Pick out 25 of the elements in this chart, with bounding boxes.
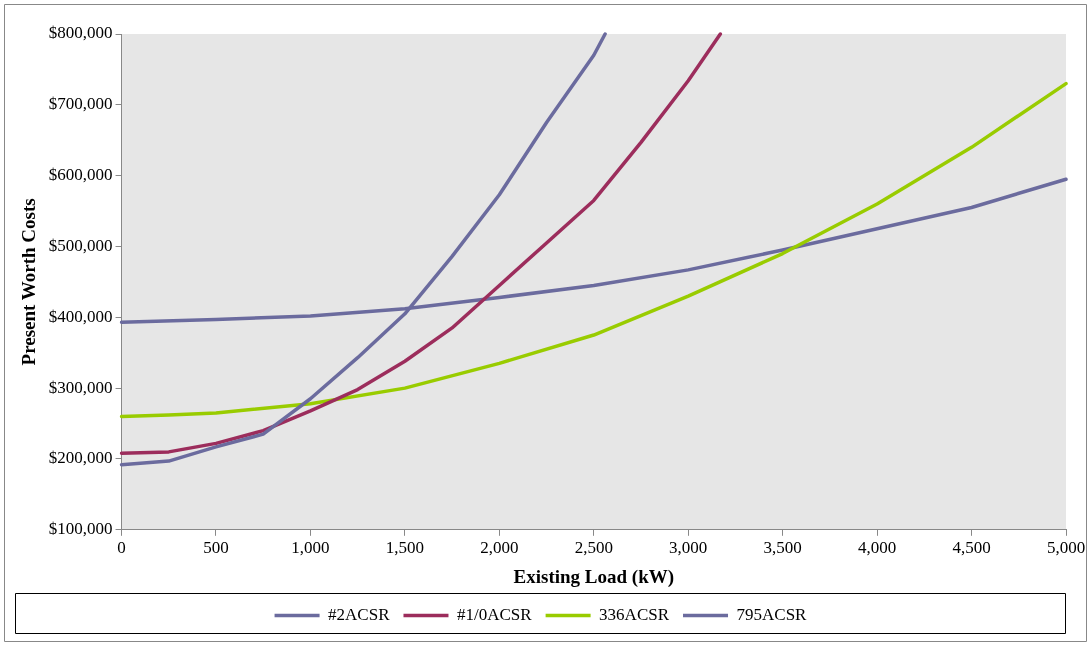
x-tick-label: 3,000 bbox=[669, 538, 708, 558]
x-tick-label: 4,500 bbox=[952, 538, 991, 558]
y-axis-title: Present Worth Costs bbox=[18, 198, 40, 366]
y-tick-label: $800,000 bbox=[48, 23, 113, 43]
x-axis-title: Existing Load (kW) bbox=[513, 565, 675, 588]
x-tick-label: 500 bbox=[203, 538, 229, 558]
y-tick-label: $700,000 bbox=[48, 94, 113, 114]
y-tick-label: $600,000 bbox=[48, 165, 113, 185]
x-tick-label: 1,000 bbox=[291, 538, 330, 558]
legend-label: #1/0ACSR bbox=[456, 604, 533, 624]
y-tick-label: $500,000 bbox=[48, 235, 113, 255]
y-tick-label: $200,000 bbox=[48, 448, 113, 468]
x-tick-label: 4,000 bbox=[857, 538, 897, 558]
x-tick-label: 2,000 bbox=[480, 538, 519, 558]
x-tick-label: 2,500 bbox=[574, 538, 613, 558]
y-tick-label: $300,000 bbox=[48, 377, 113, 397]
y-tick-label: $400,000 bbox=[48, 306, 113, 326]
legend-label: 795ACSR bbox=[736, 604, 808, 624]
legend-label: #2ACSR bbox=[328, 604, 391, 624]
x-tick-label: 0 bbox=[117, 538, 126, 558]
x-tick-label: 5,000 bbox=[1046, 538, 1086, 558]
legend-label: 336ACSR bbox=[599, 604, 670, 624]
x-tick-label: 1,500 bbox=[385, 538, 425, 558]
x-tick-label: 3,500 bbox=[763, 538, 802, 558]
y-tick-label: $100,000 bbox=[48, 519, 113, 539]
